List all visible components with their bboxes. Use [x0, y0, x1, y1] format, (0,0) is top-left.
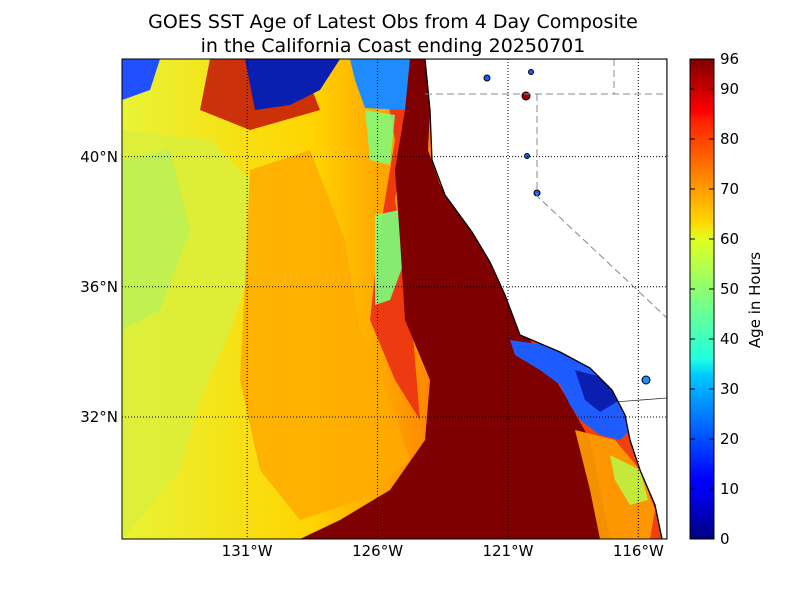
- colorbar-ticks: [690, 58, 714, 540]
- longitude-tick-label: 131°W: [221, 542, 273, 560]
- inland-lake: [528, 69, 534, 75]
- inland-lake: [521, 91, 531, 101]
- longitude-tick-label: 121°W: [482, 542, 534, 560]
- colorbar-tick-label: 10: [720, 480, 740, 498]
- colorbar: [689, 58, 715, 540]
- inland-lake: [524, 153, 530, 159]
- colorbar-tick-label: 60: [720, 230, 740, 248]
- colorbar-tick-label: 20: [720, 430, 740, 448]
- southern-bight-blue: [510, 340, 630, 440]
- map-frame: [121, 58, 668, 540]
- land-mass: [424, 59, 667, 539]
- green-coastal-strip: [375, 210, 405, 305]
- dark-red-coastal-region: [300, 59, 610, 539]
- graticule: [122, 59, 667, 539]
- chart-title-line-2: in the California Coast ending 20250701: [200, 35, 586, 57]
- southeast-orange-region: [575, 430, 655, 539]
- longitude-tick-label: 116°W: [612, 542, 664, 560]
- colorbar-tick-label: 90: [720, 80, 740, 98]
- colorbar-tick-label: 30: [720, 380, 740, 398]
- latitude-tick-label: 36°N: [80, 277, 118, 296]
- colorbar-title: Age in Hours: [746, 251, 764, 349]
- colorbar-tick-label: 0: [720, 530, 730, 548]
- north-cyan-patch: [350, 59, 410, 110]
- inland-lake: [483, 74, 491, 82]
- colorbar-tick-label: 80: [720, 130, 740, 148]
- longitude-tick-label: 126°W: [352, 542, 404, 560]
- green-patch-west: [122, 150, 190, 330]
- colorbar-tick-label: 70: [720, 180, 740, 198]
- colorbar-tick-label: 50: [720, 280, 740, 298]
- colorbar-tick-label: 40: [720, 330, 740, 348]
- north-blue-patch: [245, 59, 340, 110]
- southern-bight-dark-blue: [575, 370, 620, 412]
- northwest-blue-patch: [122, 59, 160, 100]
- latitude-tick-label: 32°N: [80, 407, 118, 426]
- inland-lake: [641, 375, 651, 385]
- southeast-green-patch: [610, 455, 648, 505]
- green-north-strip: [365, 110, 395, 165]
- latitude-tick-label: 40°N: [80, 147, 118, 166]
- border-us-mexico: [613, 397, 667, 403]
- colorbar-tick-label: 96: [720, 50, 740, 68]
- state-border-ca-nv: [536, 94, 667, 319]
- sst-age-map: [122, 59, 667, 539]
- red-offshore-region: [290, 59, 420, 420]
- orange-middle-region: [240, 150, 410, 520]
- chart-title-line-1: GOES SST Age of Latest Obs from 4 Day Co…: [148, 11, 638, 33]
